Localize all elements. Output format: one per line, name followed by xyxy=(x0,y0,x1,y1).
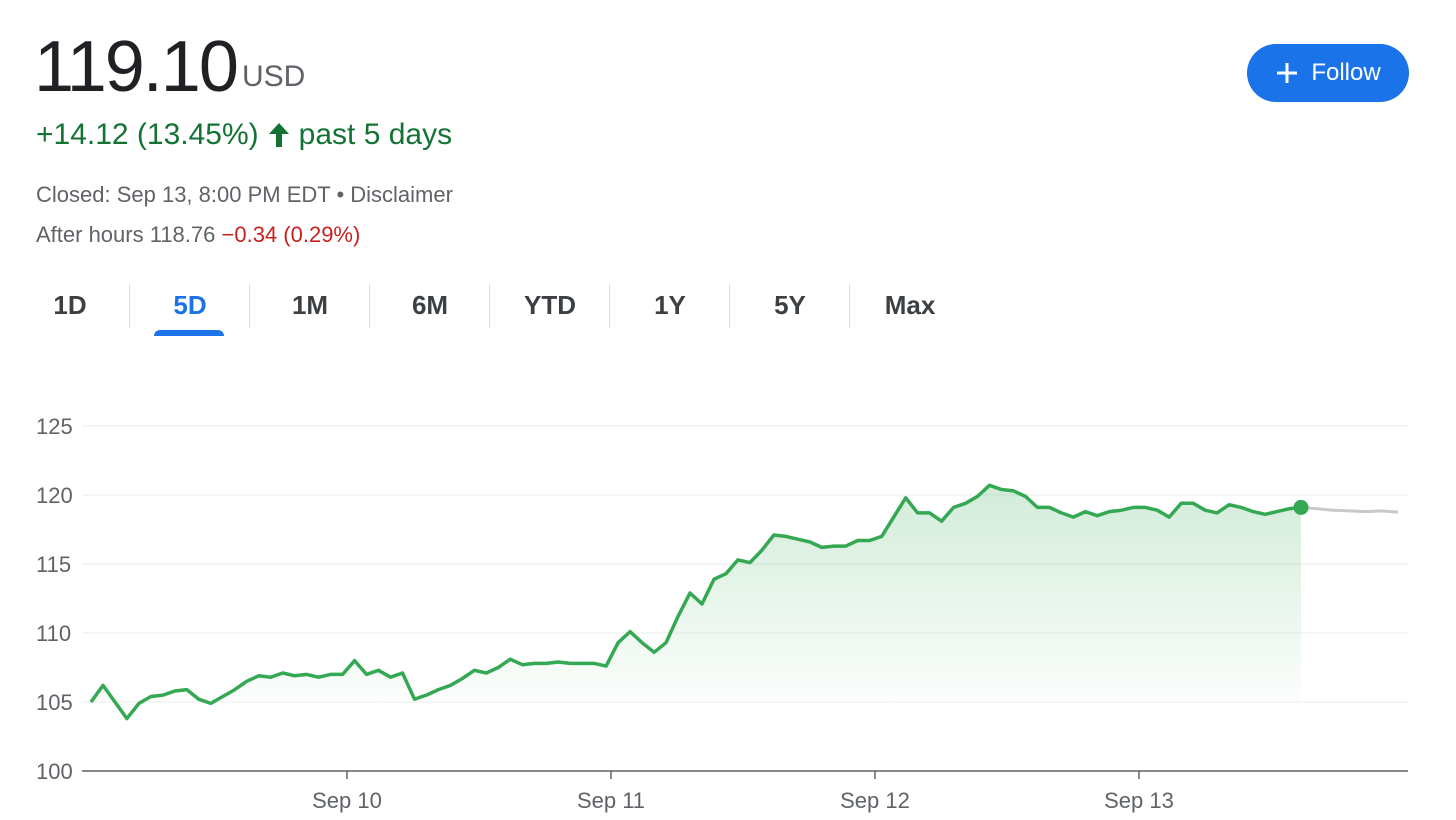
tab-label: 5D xyxy=(173,290,207,320)
disclaimer-link[interactable]: Disclaimer xyxy=(350,182,453,207)
range-tabs: 1D 5D 1M 6M YTD 1Y 5Y Max xyxy=(10,280,970,336)
x-tick-label: Sep 12 xyxy=(840,788,910,813)
change-value: +14.12 (13.45%) xyxy=(36,118,259,151)
follow-button[interactable]: Follow xyxy=(1247,44,1409,102)
tab-5y[interactable]: 5Y xyxy=(730,280,850,336)
tab-label: 6M xyxy=(411,290,449,320)
plus-icon xyxy=(1277,63,1298,83)
x-tick-label: Sep 10 xyxy=(312,788,382,813)
tab-1y[interactable]: 1Y xyxy=(610,280,730,336)
price-change: +14.12 (13.45%) past 5 days xyxy=(36,118,452,152)
after-hours-change: −0.34 (0.29%) xyxy=(221,222,361,247)
tab-ytd[interactable]: YTD xyxy=(490,280,610,336)
tab-1m[interactable]: 1M xyxy=(250,280,370,336)
y-tick-label: 100 xyxy=(36,759,73,784)
tab-label: 1M xyxy=(291,290,329,320)
after-hours: After hours 118.76 −0.34 (0.29%) xyxy=(36,222,360,248)
separator: • xyxy=(336,182,345,207)
y-tick-label: 105 xyxy=(36,690,73,715)
y-tick-label: 110 xyxy=(36,621,71,646)
x-tick-label: Sep 11 xyxy=(577,788,645,813)
tab-label: 1Y xyxy=(654,290,686,320)
y-tick-label: 115 xyxy=(36,552,71,577)
tab-6m[interactable]: 6M xyxy=(370,280,490,336)
close-point xyxy=(1293,499,1309,515)
tab-label: YTD xyxy=(524,290,576,320)
closed-time: Closed: Sep 13, 8:00 PM EDT xyxy=(36,182,331,207)
tab-1d[interactable]: 1D xyxy=(10,280,130,336)
arrow-up-icon xyxy=(268,123,289,147)
tab-5d[interactable]: 5D xyxy=(130,280,250,336)
y-tick-label: 120 xyxy=(36,483,73,508)
price-area xyxy=(91,485,1301,719)
active-tab-indicator xyxy=(154,330,224,336)
tab-label: Max xyxy=(884,290,936,320)
after-hours-price: After hours 118.76 xyxy=(36,222,216,247)
after-hours-line xyxy=(1300,505,1399,514)
currency: USD xyxy=(242,60,306,93)
change-period: past 5 days xyxy=(298,118,453,151)
y-tick-label: 125 xyxy=(36,414,73,439)
current-price: 119.10 xyxy=(34,27,239,107)
tab-label: 1D xyxy=(53,290,87,320)
x-tick-label: Sep 13 xyxy=(1104,788,1174,813)
tab-max[interactable]: Max xyxy=(850,280,970,336)
follow-label: Follow xyxy=(1311,59,1381,86)
tab-label: 5Y xyxy=(774,290,806,320)
price-line xyxy=(89,483,1302,721)
market-status: Closed: Sep 13, 8:00 PM EDT • Disclaimer xyxy=(36,182,453,208)
